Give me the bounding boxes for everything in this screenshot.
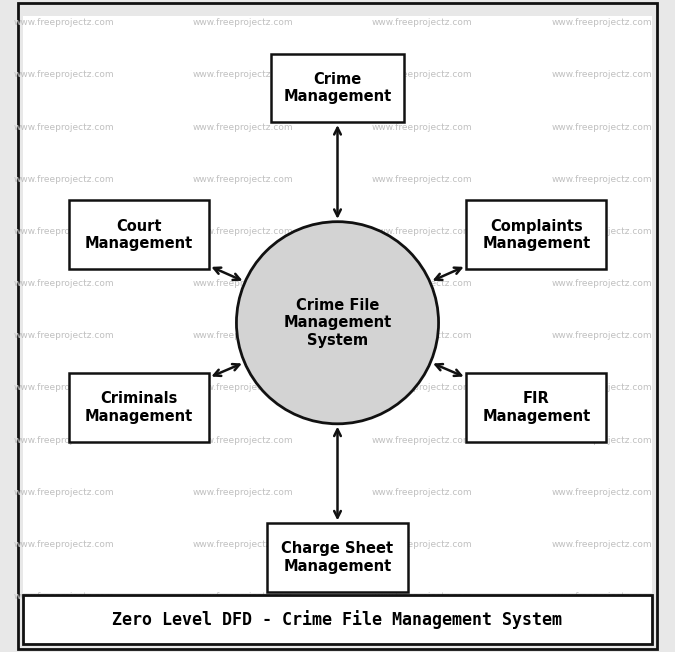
Text: www.freeprojectz.com: www.freeprojectz.com [14,436,114,445]
Bar [69,201,209,269]
Text: www.freeprojectz.com: www.freeprojectz.com [14,279,114,288]
Text: www.freeprojectz.com: www.freeprojectz.com [372,540,472,549]
Text: www.freeprojectz.com: www.freeprojectz.com [192,488,293,497]
Text: www.freeprojectz.com: www.freeprojectz.com [14,227,114,236]
Bar [267,523,408,592]
Text: Crime File
Management
System: Crime File Management System [284,298,392,348]
Text: Crime
Management: Crime Management [284,72,392,104]
Text: www.freeprojectz.com: www.freeprojectz.com [372,279,472,288]
Bar [271,53,404,123]
Text: Criminals
Management: Criminals Management [84,391,193,424]
Text: www.freeprojectz.com: www.freeprojectz.com [14,540,114,549]
Text: www.freeprojectz.com: www.freeprojectz.com [192,175,293,184]
Text: www.freeprojectz.com: www.freeprojectz.com [551,70,652,80]
Text: www.freeprojectz.com: www.freeprojectz.com [372,175,472,184]
Text: www.freeprojectz.com: www.freeprojectz.com [192,227,293,236]
Text: www.freeprojectz.com: www.freeprojectz.com [14,175,114,184]
Bar [69,373,209,442]
Text: Charge Sheet
Management: Charge Sheet Management [281,541,394,574]
Text: www.freeprojectz.com: www.freeprojectz.com [551,18,652,27]
Text: www.freeprojectz.com: www.freeprojectz.com [372,123,472,132]
Text: www.freeprojectz.com: www.freeprojectz.com [14,383,114,393]
Text: www.freeprojectz.com: www.freeprojectz.com [551,227,652,236]
Text: Zero Level DFD - Crime File Management System: Zero Level DFD - Crime File Management S… [113,610,562,629]
Text: www.freeprojectz.com: www.freeprojectz.com [551,331,652,340]
Text: www.freeprojectz.com: www.freeprojectz.com [372,331,472,340]
Text: www.freeprojectz.com: www.freeprojectz.com [372,488,472,497]
Text: www.freeprojectz.com: www.freeprojectz.com [14,123,114,132]
Text: www.freeprojectz.com: www.freeprojectz.com [551,436,652,445]
Text: Court
Management: Court Management [84,218,193,251]
Circle shape [236,222,439,424]
Text: www.freeprojectz.com: www.freeprojectz.com [551,383,652,393]
Text: www.freeprojectz.com: www.freeprojectz.com [551,540,652,549]
Text: www.freeprojectz.com: www.freeprojectz.com [14,331,114,340]
Text: www.freeprojectz.com: www.freeprojectz.com [192,436,293,445]
Text: www.freeprojectz.com: www.freeprojectz.com [14,592,114,601]
Text: www.freeprojectz.com: www.freeprojectz.com [192,70,293,80]
Text: www.freeprojectz.com: www.freeprojectz.com [192,540,293,549]
Text: Complaints
Management: Complaints Management [482,218,591,251]
Text: www.freeprojectz.com: www.freeprojectz.com [372,436,472,445]
Text: www.freeprojectz.com: www.freeprojectz.com [551,592,652,601]
Text: www.freeprojectz.com: www.freeprojectz.com [192,592,293,601]
Bar [23,595,652,644]
Text: www.freeprojectz.com: www.freeprojectz.com [551,175,652,184]
Text: www.freeprojectz.com: www.freeprojectz.com [192,279,293,288]
Text: www.freeprojectz.com: www.freeprojectz.com [551,488,652,497]
Text: www.freeprojectz.com: www.freeprojectz.com [551,123,652,132]
Text: www.freeprojectz.com: www.freeprojectz.com [372,227,472,236]
Text: www.freeprojectz.com: www.freeprojectz.com [192,331,293,340]
Text: www.freeprojectz.com: www.freeprojectz.com [372,18,472,27]
Bar [466,373,606,442]
Text: www.freeprojectz.com: www.freeprojectz.com [372,592,472,601]
Text: www.freeprojectz.com: www.freeprojectz.com [551,279,652,288]
Text: www.freeprojectz.com: www.freeprojectz.com [192,18,293,27]
Text: www.freeprojectz.com: www.freeprojectz.com [372,70,472,80]
Text: www.freeprojectz.com: www.freeprojectz.com [14,70,114,80]
Text: www.freeprojectz.com: www.freeprojectz.com [14,18,114,27]
Bar [466,201,606,269]
Text: www.freeprojectz.com: www.freeprojectz.com [14,488,114,497]
Bar [23,16,652,593]
Text: www.freeprojectz.com: www.freeprojectz.com [192,383,293,393]
Text: www.freeprojectz.com: www.freeprojectz.com [192,123,293,132]
Text: FIR
Management: FIR Management [482,391,591,424]
Text: www.freeprojectz.com: www.freeprojectz.com [372,383,472,393]
